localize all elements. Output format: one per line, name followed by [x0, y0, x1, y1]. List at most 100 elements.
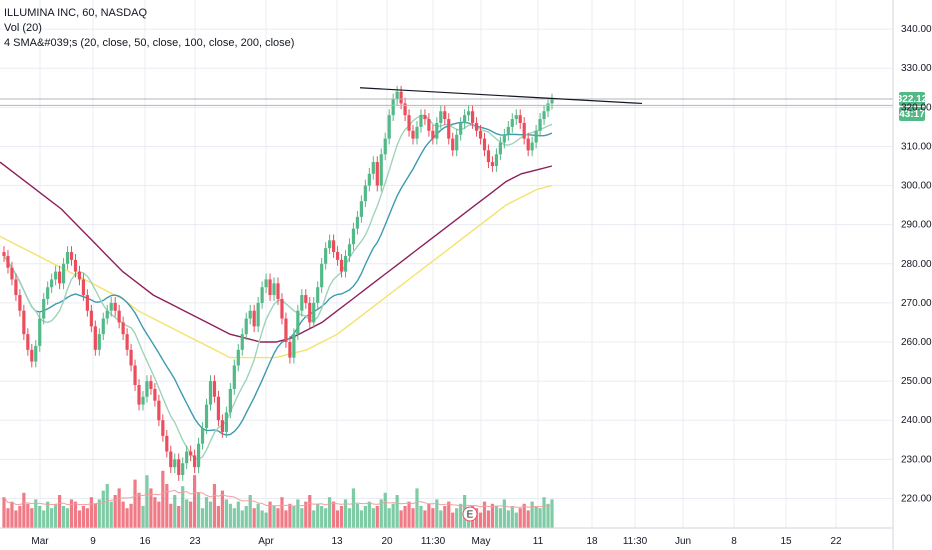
volume-bar [510, 506, 514, 528]
volume-bar [85, 508, 89, 528]
volume-bar [252, 508, 256, 528]
candle-body [224, 412, 228, 432]
candle-body [85, 295, 89, 311]
volume-bar [81, 506, 86, 528]
candle-body [363, 185, 367, 202]
candle-body [109, 302, 113, 311]
candle-body [494, 154, 499, 166]
volume-bar [260, 510, 264, 528]
volume-bar [165, 484, 169, 528]
volume-bar [312, 510, 316, 528]
sma200-line [0, 184, 553, 359]
volume-bar [10, 501, 14, 528]
volume-bar [161, 470, 165, 528]
volume-bar [216, 506, 221, 528]
candle-body [189, 451, 193, 456]
candle-body [331, 240, 336, 253]
volume-bar [133, 479, 137, 528]
candle-body [204, 404, 209, 429]
candle-body [280, 298, 284, 319]
volume-bars [2, 470, 554, 528]
candle-body [383, 138, 387, 155]
symbol-title[interactable]: ILLUMINA INC, 60, NASDAQ [4, 7, 148, 19]
sma-indicator-label[interactable]: 4 SMA&#039;s (20, close, 50, close, 100,… [4, 37, 295, 49]
volume-bar [490, 503, 495, 528]
x-tick-label: 11 [533, 536, 544, 547]
candle-body [486, 150, 491, 163]
candle-body [288, 342, 292, 358]
volume-bar [57, 495, 62, 528]
candle-body [530, 142, 534, 151]
candle-body [407, 115, 411, 131]
volume-bar [280, 497, 284, 528]
candle-body [474, 122, 479, 131]
volume-bar [494, 506, 499, 528]
candle-body [232, 365, 236, 389]
y-tick-label: 290.00 [901, 220, 932, 231]
volume-bar [427, 503, 431, 528]
volume-bar [117, 488, 121, 528]
volume-bar [355, 503, 360, 528]
volume-bar [125, 508, 129, 528]
volume-bar [149, 488, 153, 528]
volume-bar [375, 506, 379, 528]
candle-body [22, 310, 26, 335]
volume-bar [26, 503, 30, 528]
volume-bar [46, 501, 50, 528]
candle-body [200, 428, 205, 444]
volume-bar [42, 510, 46, 528]
candle-body [208, 381, 213, 405]
candle-body [423, 115, 427, 120]
volume-bar [526, 510, 530, 528]
countdown-tag [899, 107, 925, 122]
candle-body [403, 103, 407, 116]
volume-bar [18, 506, 22, 528]
volume-bar [328, 497, 332, 528]
volume-bar [50, 508, 54, 528]
y-tick-label: 240.00 [901, 415, 932, 426]
volume-bar [415, 488, 419, 528]
y-tick-label: 330.00 [901, 63, 932, 74]
volume-bar [538, 508, 542, 528]
y-tick-label: 340.00 [901, 24, 932, 35]
candle-body [157, 400, 161, 421]
volume-bar [431, 508, 435, 528]
volume-bar [518, 508, 522, 528]
y-tick-label: 260.00 [901, 337, 932, 348]
candle-body [10, 267, 14, 280]
volume-indicator-label[interactable]: Vol (20) [4, 22, 42, 34]
candle-body [391, 99, 395, 116]
candle-body [113, 302, 117, 311]
candle-body [149, 381, 153, 389]
volume-bar [474, 508, 479, 528]
candle-body [18, 295, 22, 311]
candle-body [57, 271, 62, 284]
volume-bar [367, 501, 371, 528]
candle-body [105, 310, 109, 319]
candle-body [443, 111, 447, 120]
volume-bar [77, 510, 82, 528]
candle-body [447, 119, 451, 139]
candle-body [89, 310, 93, 327]
volume-bar [300, 508, 304, 528]
candle-body [101, 318, 105, 335]
candle-body [339, 259, 344, 272]
chart-legend: ILLUMINA INC, 60, NASDAQ Vol (20) 4 SMA&… [4, 6, 294, 51]
candle-body [236, 349, 240, 366]
volume-bar [220, 490, 225, 528]
volume-bar [173, 495, 177, 528]
volume-bar [502, 499, 506, 528]
sma100-line [0, 161, 553, 343]
y-tick-label: 220.00 [901, 493, 932, 504]
candle-body [343, 255, 348, 272]
candle-body [77, 271, 82, 280]
volume-bar [69, 499, 74, 528]
candle-body [161, 420, 165, 436]
y-tick-label: 280.00 [901, 259, 932, 270]
candle-body [42, 298, 46, 319]
candle-body [264, 279, 268, 288]
candle-body [145, 381, 149, 397]
volume-bar [308, 495, 312, 528]
